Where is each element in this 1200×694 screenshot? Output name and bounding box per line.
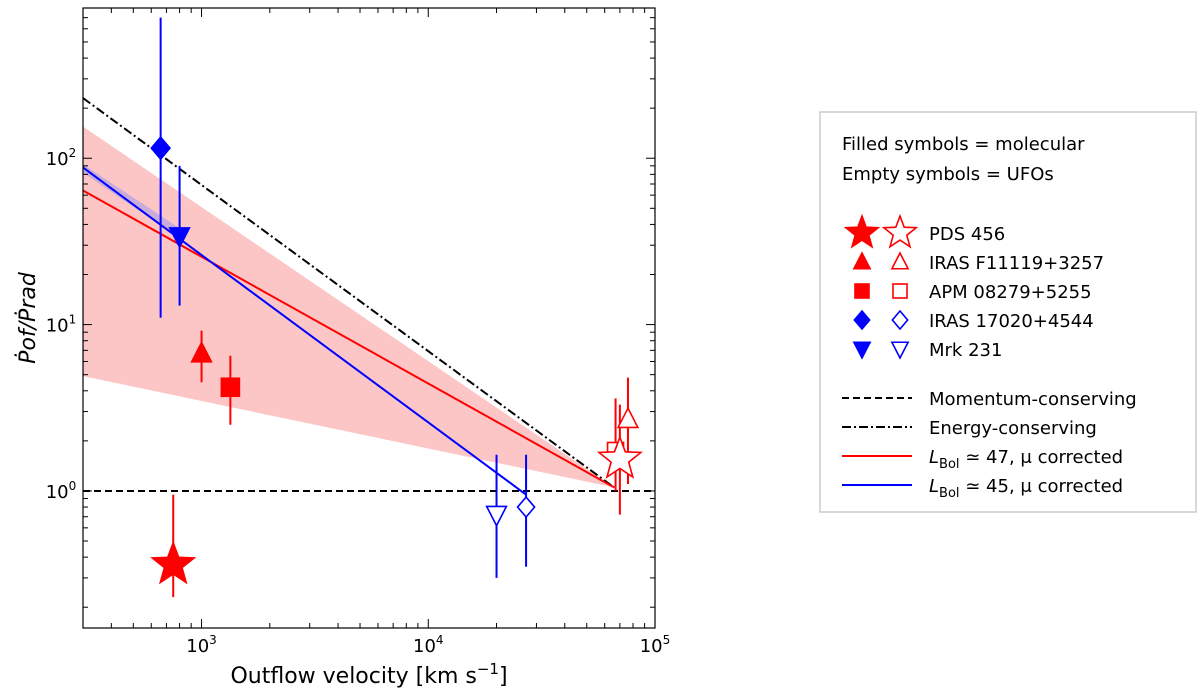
point-mrk-231-ufo xyxy=(485,505,508,528)
line-l-bol-47-corrected xyxy=(83,189,615,489)
legend-marker-filled-mrk-231 xyxy=(852,341,872,360)
legend-marker-filled-iras-f11119-3257 xyxy=(852,251,872,270)
point-apm-08279-5255-molecular xyxy=(220,377,241,398)
legend-marker-filled-pds-456 xyxy=(843,213,881,249)
x-tick-label: 104 xyxy=(413,633,444,657)
y-tick-label: 102 xyxy=(46,146,77,170)
plot-frame xyxy=(82,7,656,629)
x-axis-label: Outflow velocity [km s−1] xyxy=(230,660,507,689)
legend-marker-filled-iras-17020-4544 xyxy=(853,309,871,331)
y-axis-label: Ṗof/Ṗrad xyxy=(15,271,41,364)
x-tick-label: 105 xyxy=(640,633,671,657)
legend-label-iras-17020-4544: IRAS 17020+4544 xyxy=(929,311,1094,332)
legend-label-pds-456: PDS 456 xyxy=(929,224,1005,245)
point-iras-f11119-3257-molecular xyxy=(190,340,213,363)
legend-label-mrk-231: Mrk 231 xyxy=(929,340,1002,361)
point-iras-17020-4544-ufo xyxy=(516,495,536,519)
point-mrk-231-molecular xyxy=(168,227,191,249)
legend-marker-empty-mrk-231 xyxy=(890,341,910,360)
legend-box xyxy=(819,111,1197,513)
confidence-bands xyxy=(83,126,615,488)
legend-note-empty: Empty symbols = UFOs xyxy=(842,164,1054,185)
legend-line-label: Momentum-conserving xyxy=(929,389,1137,410)
legend-note-filled: Filled symbols = molecular xyxy=(842,134,1085,155)
legend-label-apm-08279-5255: APM 08279+5255 xyxy=(929,282,1092,303)
legend-marker-empty-iras-17020-4544 xyxy=(891,309,909,331)
red-band xyxy=(83,126,615,488)
legend-line-label: Energy-conserving xyxy=(929,418,1097,439)
point-iras-f11119-3257-ufo xyxy=(616,406,640,429)
axis-ticks: 103 104 105 100 101 102 xyxy=(46,7,671,657)
legend-sources: PDS 456 IRAS F11119+3257 APM 08279+5255 IRA… xyxy=(843,213,1104,361)
legend-marker-empty-iras-f11119-3257 xyxy=(890,251,910,270)
x-tick-label: 103 xyxy=(186,633,217,657)
legend-label-iras-f11119-3257: IRAS F11119+3257 xyxy=(929,253,1104,274)
legend-lines: Momentum-conserving Energy-conserving LBol… xyxy=(842,389,1137,501)
y-tick-label: 100 xyxy=(46,479,77,503)
data-points xyxy=(150,17,643,598)
x-axis-label-exp: −1 xyxy=(477,660,499,678)
point-pds-456-ufo xyxy=(596,434,643,479)
line-l-bol-45-corrected xyxy=(83,166,527,496)
point-iras-17020-4544-molecular xyxy=(150,135,172,161)
x-axis-label-end: ] xyxy=(499,664,508,689)
legend-line-label: LBol ≃ 47, μ corrected xyxy=(929,447,1123,472)
legend-marker-filled-apm-08279-5255 xyxy=(854,283,870,299)
y-tick-label: 101 xyxy=(46,313,77,337)
legend-marker-empty-pds-456 xyxy=(881,213,919,249)
legend-line-label: LBol ≃ 45, μ corrected xyxy=(929,476,1123,501)
legend-marker-empty-apm-08279-5255 xyxy=(892,283,908,299)
point-pds-456-molecular xyxy=(150,540,197,585)
model-lines xyxy=(83,97,655,496)
line-energy-conserving xyxy=(83,97,615,489)
